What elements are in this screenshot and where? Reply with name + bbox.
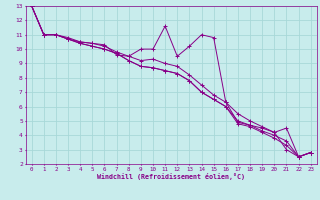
X-axis label: Windchill (Refroidissement éolien,°C): Windchill (Refroidissement éolien,°C) — [97, 173, 245, 180]
